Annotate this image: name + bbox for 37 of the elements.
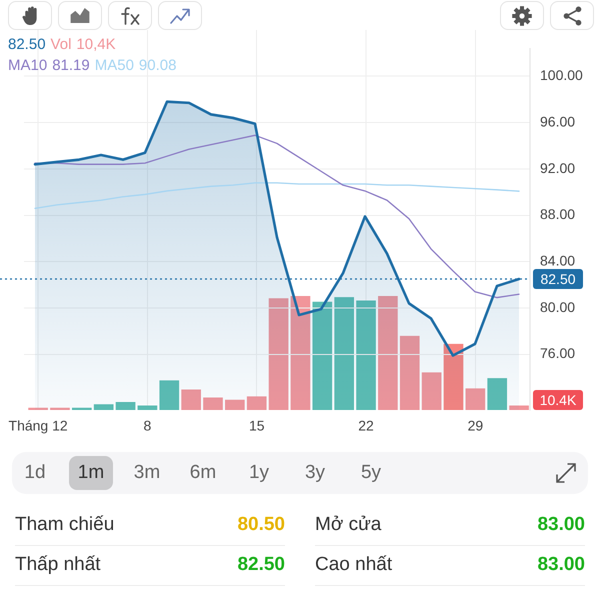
annotation: 81.19 (52, 56, 90, 76)
text: 80.50 (237, 514, 285, 535)
category-label: 5y (360, 462, 382, 484)
y-tick-label: 84.00 (540, 252, 576, 269)
category-label: 3y (304, 462, 326, 484)
y-tick-label: 92.00 (540, 160, 576, 176)
text: 83.00 (537, 554, 585, 575)
selected-tab: 1m (69, 456, 113, 490)
annotation: 90.08 (138, 56, 176, 76)
category-label: 6m (190, 462, 216, 484)
text: 82.50 (237, 554, 285, 575)
category-label: 3m (134, 462, 160, 484)
text: 10.4K (540, 392, 577, 408)
category-label: Thấp nhất (15, 554, 101, 576)
text: 83.00 (537, 514, 585, 535)
annotation: 10,4K (76, 35, 116, 55)
y-tick-label: 100.00 (540, 67, 584, 84)
category-label: Tham chiếu (15, 514, 114, 536)
y-tick-label: 96.00 (540, 113, 576, 130)
text: MA50 (94, 56, 134, 76)
y-tick-label: 76.00 (540, 345, 576, 362)
y-tick-label: 80.00 (540, 298, 576, 315)
x-tick-label: 8 (144, 417, 152, 434)
text: MA10 (8, 56, 48, 76)
category-label: Cao nhất (315, 554, 392, 576)
ref-line-label: 82.50 (540, 270, 576, 287)
x-tick-label: 15 (248, 417, 265, 434)
category-label: 1d (24, 462, 46, 484)
x-tick-label: Tháng 12 (8, 417, 68, 434)
x-tick-label: 29 (468, 417, 484, 434)
category-label: Mở cửa (315, 514, 382, 536)
category-label: 1m (78, 462, 104, 484)
text: Vol (50, 35, 72, 55)
annotation: 82.50 (8, 35, 46, 55)
x-tick-label: 22 (358, 417, 374, 434)
category-label: 1y (248, 462, 270, 484)
y-tick-label: 88.00 (540, 206, 576, 222)
